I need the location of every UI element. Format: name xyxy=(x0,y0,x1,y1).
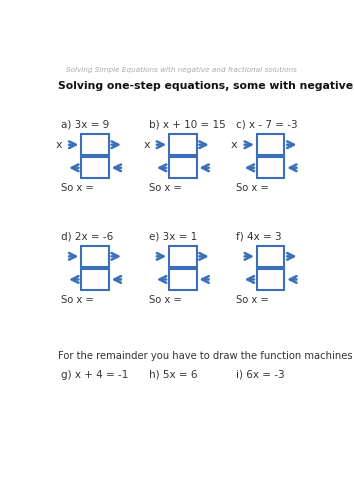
Text: So x =: So x = xyxy=(61,183,93,193)
FancyBboxPatch shape xyxy=(169,269,196,290)
Text: x: x xyxy=(231,140,238,149)
Text: For the remainder you have to draw the function machines yourselves:: For the remainder you have to draw the f… xyxy=(58,350,354,360)
Text: a) 3x = 9: a) 3x = 9 xyxy=(61,120,109,130)
FancyBboxPatch shape xyxy=(257,157,284,178)
Text: So x =: So x = xyxy=(149,295,181,305)
Text: i) 6x = -3: i) 6x = -3 xyxy=(236,370,285,380)
FancyBboxPatch shape xyxy=(81,157,109,178)
FancyBboxPatch shape xyxy=(81,269,109,290)
FancyBboxPatch shape xyxy=(257,246,284,267)
Text: x: x xyxy=(56,140,62,149)
Text: h) 5x = 6: h) 5x = 6 xyxy=(149,370,197,380)
Text: So x =: So x = xyxy=(149,183,181,193)
Text: So x =: So x = xyxy=(236,295,269,305)
Text: So x =: So x = xyxy=(236,183,269,193)
FancyBboxPatch shape xyxy=(169,134,196,156)
Text: Solving Simple Equations with negative and fractional solutions: Solving Simple Equations with negative a… xyxy=(66,67,297,73)
Text: So x =: So x = xyxy=(61,295,93,305)
FancyBboxPatch shape xyxy=(169,157,196,178)
FancyBboxPatch shape xyxy=(169,246,196,267)
Text: x: x xyxy=(143,140,150,149)
FancyBboxPatch shape xyxy=(81,134,109,156)
FancyBboxPatch shape xyxy=(257,134,284,156)
Text: b) x + 10 = 15: b) x + 10 = 15 xyxy=(149,120,225,130)
Text: d) 2x = -6: d) 2x = -6 xyxy=(61,232,113,241)
Text: e) 3x = 1: e) 3x = 1 xyxy=(149,232,197,241)
Text: f) 4x = 3: f) 4x = 3 xyxy=(236,232,282,241)
Text: c) x - 7 = -3: c) x - 7 = -3 xyxy=(236,120,298,130)
FancyBboxPatch shape xyxy=(81,246,109,267)
FancyBboxPatch shape xyxy=(257,269,284,290)
Text: Solving one-step equations, some with negative or fractional answers.: Solving one-step equations, some with ne… xyxy=(58,81,354,91)
Text: g) x + 4 = -1: g) x + 4 = -1 xyxy=(61,370,128,380)
